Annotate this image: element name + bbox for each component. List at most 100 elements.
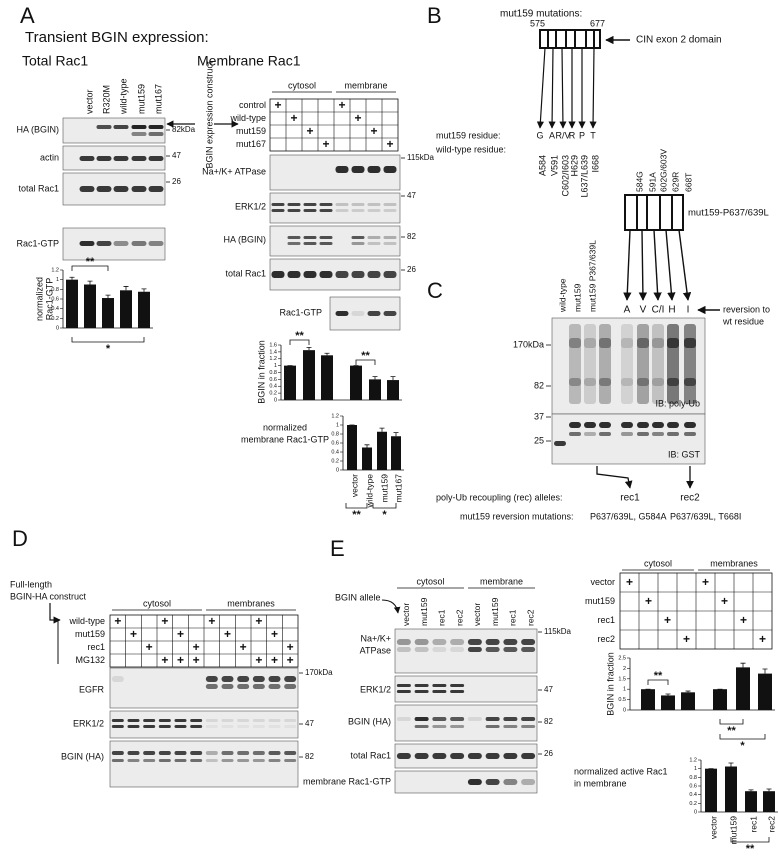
- band: [450, 753, 465, 759]
- blot-label: BGIN (HA): [61, 751, 104, 761]
- blot-label: BGIN (HA): [348, 716, 391, 726]
- band: [131, 156, 147, 161]
- plus: +: [255, 614, 262, 628]
- band: [252, 725, 265, 728]
- bar: [362, 447, 372, 470]
- band: [652, 378, 664, 386]
- band: [621, 432, 633, 436]
- significance: *: [740, 740, 745, 752]
- band: [158, 719, 171, 722]
- lane-label: mut159: [136, 84, 146, 114]
- band: [684, 324, 696, 404]
- band: [319, 271, 333, 278]
- y-tick-label: 0.4: [51, 306, 59, 312]
- blot-label: ERK1/2: [360, 684, 391, 694]
- y-axis-label: membrane Rac1-GTP: [241, 434, 329, 444]
- arrow: [678, 229, 692, 301]
- row-label: control: [239, 100, 266, 110]
- band: [485, 779, 500, 785]
- lane-label: vector: [472, 603, 482, 626]
- arrow: [623, 229, 632, 301]
- significance: **: [727, 725, 736, 737]
- plus: +: [287, 640, 294, 654]
- y-tick-label: 1: [274, 363, 277, 369]
- significance-bracket: [71, 265, 109, 271]
- band: [383, 311, 397, 316]
- band: [432, 717, 447, 721]
- blot-label: total Rac1: [225, 268, 266, 278]
- band: [621, 378, 633, 386]
- band: [432, 647, 447, 652]
- panel-title: Transient BGIN expression:: [25, 29, 209, 46]
- band: [205, 751, 218, 755]
- band: [143, 719, 156, 722]
- band: [113, 241, 129, 246]
- band: [485, 647, 500, 652]
- band: [221, 684, 234, 689]
- panel-letter: E: [330, 536, 345, 561]
- lane-label: mut159 P367/639L: [587, 240, 597, 312]
- band: [268, 684, 281, 689]
- y-tick-label: 0.5: [618, 697, 626, 703]
- blot: [62, 117, 166, 144]
- size-marker: 37: [534, 411, 544, 421]
- category-label: rec2: [766, 816, 776, 833]
- fraction-header: cytosol: [644, 558, 672, 568]
- significance-bracket: [289, 339, 310, 345]
- size-marker: 82kDa: [172, 125, 196, 134]
- blot-label: actin: [40, 152, 59, 162]
- band: [367, 209, 381, 212]
- blot-label: total Rac1: [18, 183, 59, 193]
- size-marker: 82: [544, 717, 553, 726]
- blot-label: ERK1/2: [73, 718, 104, 728]
- residue: A584: [537, 155, 547, 176]
- band: [521, 639, 536, 645]
- band: [287, 271, 301, 278]
- band: [432, 639, 447, 645]
- bar: [347, 425, 357, 470]
- band: [113, 156, 129, 161]
- plus: +: [338, 98, 345, 112]
- band: [284, 676, 297, 682]
- y-axis-label: normalized active Rac1: [574, 766, 668, 776]
- residue: T: [590, 130, 596, 140]
- panel-letter: A: [20, 3, 35, 28]
- band: [432, 753, 447, 759]
- band: [111, 719, 124, 722]
- fraction-header: cytosol: [143, 598, 171, 608]
- band: [221, 751, 234, 755]
- fraction-header: cytosol: [288, 80, 316, 90]
- band: [131, 132, 147, 136]
- band: [319, 209, 333, 212]
- band: [503, 717, 518, 721]
- band: [190, 725, 203, 728]
- band: [335, 209, 349, 212]
- residue: G: [536, 130, 543, 140]
- significance-bracket: [647, 679, 669, 685]
- band: [521, 717, 536, 721]
- band: [96, 241, 112, 246]
- y-tick-label: 0.8: [269, 370, 277, 376]
- y-tick-label: 0: [56, 325, 59, 331]
- band: [684, 378, 696, 386]
- band: [131, 241, 147, 246]
- y-tick-label: 2.5: [618, 655, 626, 661]
- category-label: mut159: [379, 474, 389, 503]
- bar: [758, 673, 772, 710]
- reversion: I: [687, 305, 690, 316]
- y-tick-label: 2: [623, 666, 626, 672]
- band: [584, 378, 596, 386]
- band: [599, 338, 611, 348]
- band: [414, 684, 429, 687]
- size-marker: 47: [172, 151, 181, 160]
- band: [521, 647, 536, 652]
- significance-bracket: [730, 837, 770, 843]
- y-axis-label: normalized: [263, 422, 307, 432]
- band: [569, 324, 581, 404]
- band: [485, 725, 500, 728]
- error-bar: [762, 668, 768, 674]
- arrow: [589, 47, 597, 129]
- blot-label: Na+/K+ ATPase: [202, 166, 266, 176]
- band: [351, 166, 365, 173]
- error-bar: [123, 286, 129, 291]
